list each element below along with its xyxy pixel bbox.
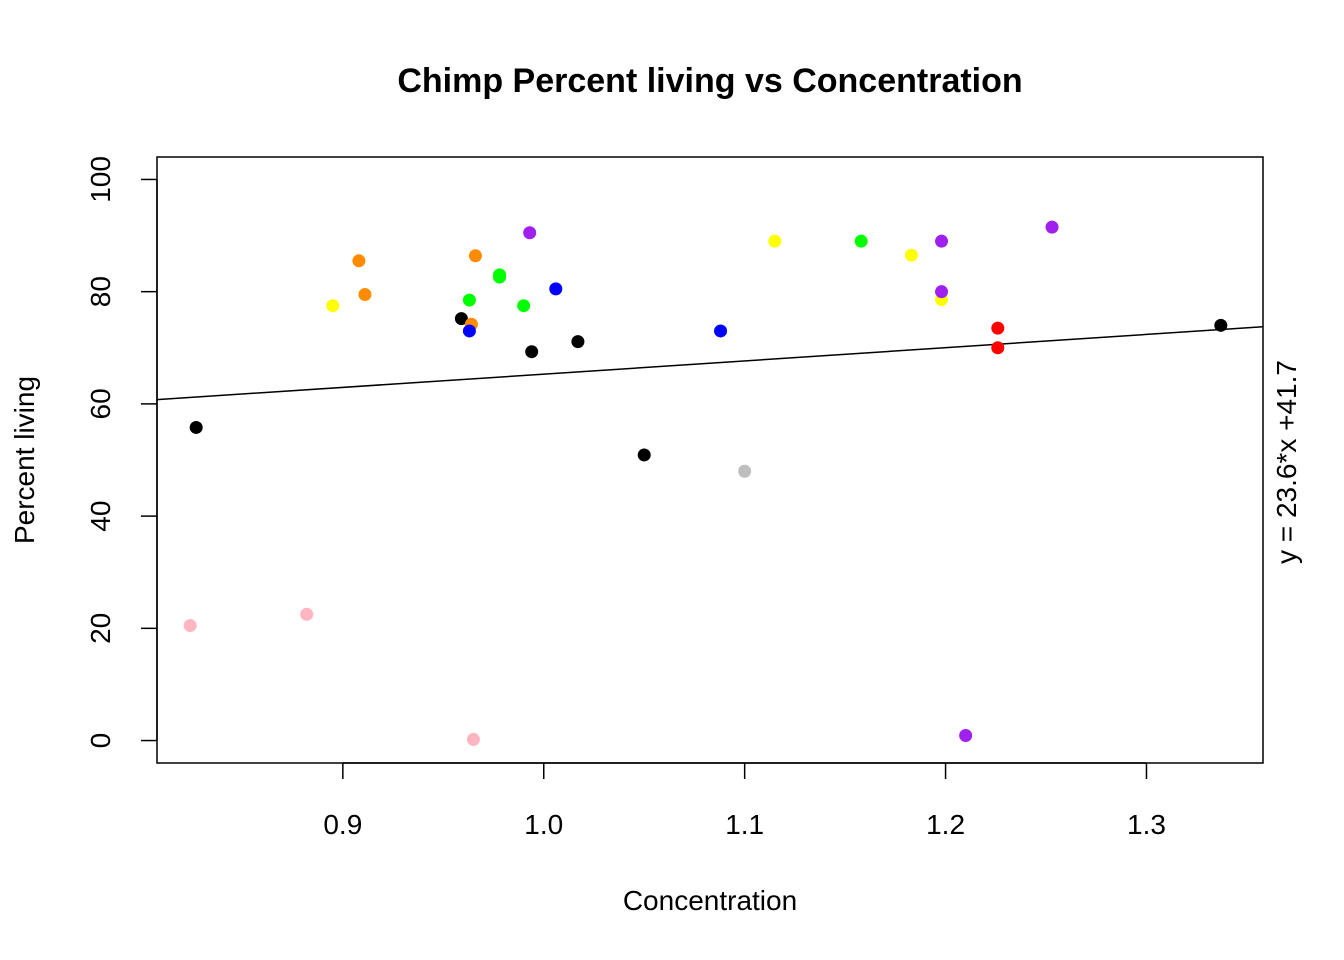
y-tick-label: 100 — [85, 156, 116, 203]
data-point — [1045, 220, 1059, 234]
data-point — [462, 324, 476, 338]
data-point — [352, 254, 366, 268]
data-points — [183, 220, 1228, 746]
data-point — [493, 270, 507, 284]
x-tick-label: 0.9 — [323, 809, 362, 840]
data-point — [1214, 318, 1228, 332]
data-point — [935, 234, 949, 248]
data-point — [854, 234, 868, 248]
plot-frame — [156, 156, 1264, 764]
x-tick-label: 1.1 — [725, 809, 764, 840]
y-tick-label: 20 — [85, 613, 116, 644]
data-point — [991, 341, 1005, 355]
data-point — [300, 607, 314, 621]
data-point — [468, 249, 482, 263]
data-point — [738, 464, 752, 478]
data-point — [466, 732, 480, 746]
data-point — [454, 312, 468, 326]
data-point — [904, 248, 918, 262]
data-point — [462, 293, 476, 307]
data-point — [523, 226, 537, 240]
regression-line-group — [156, 325, 1264, 401]
chart-title: Chimp Percent living vs Concentration — [397, 62, 1022, 100]
y-tick-label: 0 — [85, 733, 116, 749]
x-axis: 0.9 1.0 1.1 1.2 1.3 — [323, 762, 1166, 840]
data-point — [189, 420, 203, 434]
data-point — [358, 287, 372, 301]
x-tick-label: 1.0 — [524, 809, 563, 840]
x-tick-label: 1.3 — [1127, 809, 1166, 840]
data-point — [326, 299, 340, 313]
data-point — [714, 324, 728, 338]
data-point — [637, 448, 651, 462]
data-point — [768, 234, 782, 248]
data-point — [571, 335, 585, 349]
data-point — [935, 285, 949, 299]
data-point — [991, 321, 1005, 335]
x-tick-label: 1.2 — [926, 809, 965, 840]
y-tick-label: 40 — [85, 501, 116, 532]
data-point — [549, 282, 563, 296]
data-point — [525, 345, 539, 359]
x-axis-label: Concentration — [623, 885, 797, 916]
regression-equation-label: y = 23.6*x +41.7 — [1271, 360, 1302, 564]
regression-line — [156, 325, 1264, 401]
data-point — [183, 619, 197, 633]
data-point — [517, 299, 531, 313]
y-tick-label: 60 — [85, 388, 116, 419]
data-point — [959, 729, 973, 743]
y-axis: 0 20 40 60 80 100 — [85, 156, 158, 749]
y-tick-label: 80 — [85, 276, 116, 307]
y-axis-label: Percent living — [9, 376, 40, 544]
